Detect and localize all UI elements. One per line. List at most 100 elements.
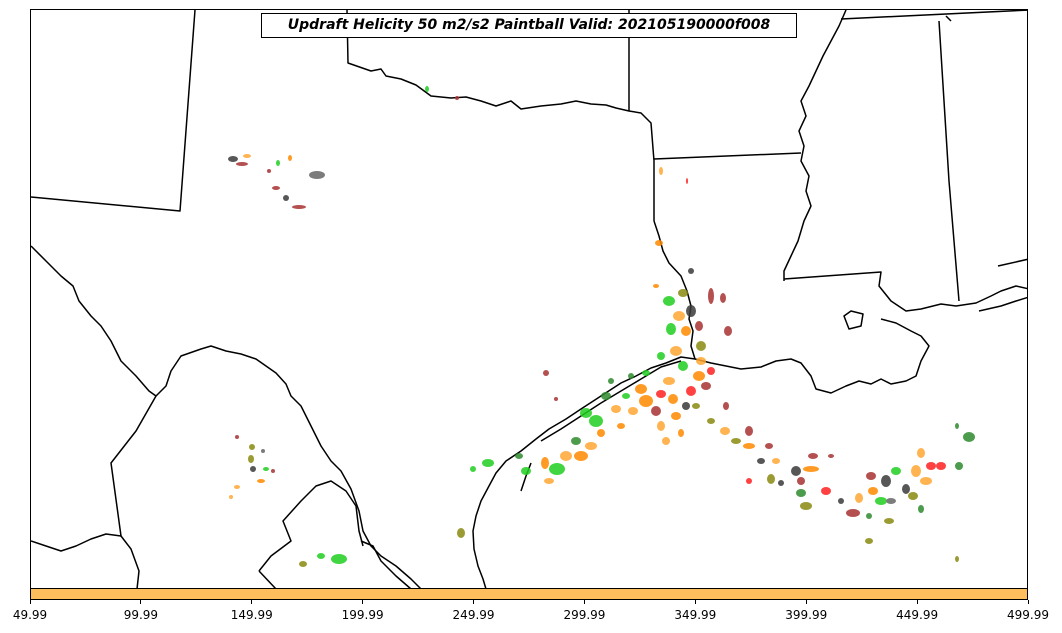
paintball-object [723, 402, 729, 410]
paintball-object [271, 469, 275, 473]
colorbar-tick-mark [140, 600, 142, 604]
paintball-object [757, 458, 765, 464]
paintball-object [767, 474, 775, 484]
paintball-object [696, 357, 706, 365]
paintball-object [659, 167, 663, 175]
boundary-line [997, 258, 1027, 267]
paintball-object [918, 505, 924, 513]
boundary-line [31, 245, 422, 590]
boundary-line [346, 10, 655, 221]
paintball-object [800, 502, 812, 510]
paintball-object [628, 373, 634, 379]
colorbar-tick-label: 399.99 [785, 608, 828, 622]
paintball-object [696, 341, 706, 351]
colorbar-tick-label: 499.99 [1007, 608, 1049, 622]
paintball-object [724, 326, 732, 336]
paintball-object [765, 443, 773, 449]
paintball-object [309, 171, 325, 179]
paintball-objects [228, 86, 975, 567]
colorbar-tick-mark [251, 600, 253, 604]
paintball-object [875, 497, 887, 505]
paintball-object [543, 370, 549, 376]
paintball-object [701, 382, 711, 390]
paintball-object [272, 186, 280, 190]
paintball-object [515, 453, 523, 459]
paintball-object [955, 423, 959, 429]
paintball-object [917, 448, 925, 458]
boundary-line [783, 271, 1027, 312]
paintball-object [846, 509, 860, 517]
paintball-object [249, 444, 255, 450]
paintball-object [331, 554, 347, 564]
paintball-object [662, 437, 670, 445]
paintball-object [292, 205, 306, 209]
paintball-object [589, 415, 603, 427]
colorbar-tick-mark [916, 600, 918, 604]
paintball-object [692, 403, 700, 409]
paintball-object [574, 451, 588, 461]
paintball-object [868, 487, 878, 495]
paintball-object [886, 498, 896, 504]
paintball-object [288, 155, 292, 161]
paintball-object [693, 371, 705, 381]
colorbar-tick-label: 149.99 [230, 608, 273, 622]
paintball-object [243, 154, 251, 158]
paintball-object [482, 459, 494, 467]
boundary-line [258, 570, 277, 590]
paintball-object [642, 370, 650, 376]
coastline [520, 462, 532, 492]
paintball-object [234, 485, 240, 489]
paintball-object [682, 402, 690, 410]
paintball-object [276, 160, 280, 166]
paintball-object [635, 384, 647, 394]
colorbar-tick-mark [29, 600, 31, 604]
paintball-object [746, 478, 752, 484]
coastline [540, 360, 682, 442]
paintball-object [707, 367, 715, 375]
paintball-object [457, 528, 465, 538]
paintball-object [597, 429, 605, 437]
paintball-object [796, 489, 806, 497]
paintball-object [731, 438, 741, 444]
paintball-object [639, 395, 653, 407]
paintball-object [228, 156, 238, 162]
colorbar-tick-mark [583, 600, 585, 604]
boundary-line [653, 152, 802, 160]
paintball-object [920, 477, 932, 485]
paintball-object [560, 451, 572, 461]
paintball-object [673, 311, 685, 321]
colorbar-tick-label: 449.99 [896, 608, 939, 622]
paintball-object [248, 455, 254, 463]
paintball-object [283, 195, 289, 201]
paintball-object [866, 513, 872, 519]
paintball-object [936, 462, 946, 470]
boundary-line [360, 540, 412, 590]
paintball-object [745, 426, 753, 436]
boundary-line [978, 296, 1027, 312]
paintball-object [670, 346, 682, 356]
boundary-line [258, 480, 364, 572]
coastline [694, 318, 930, 394]
boundary-line [938, 20, 960, 302]
map-title: Updraft Helicity 50 m2/s2 Paintball Vali… [261, 13, 797, 38]
paintball-object [425, 86, 429, 92]
paintball-object [299, 561, 307, 567]
colorbar-tick-label: 299.99 [563, 608, 606, 622]
paintball-object [891, 467, 901, 475]
paintball-object [678, 429, 684, 437]
colorbar-tick-mark [362, 600, 364, 604]
paintball-object [585, 442, 597, 450]
paintball-object [668, 394, 678, 404]
paintball-object [707, 418, 715, 424]
paintball-object [686, 178, 688, 184]
paintball-object [549, 463, 565, 475]
boundary-line [120, 535, 140, 590]
colorbar-tick-label: 199.99 [341, 608, 384, 622]
boundary-line [31, 395, 157, 552]
paintball-object [580, 408, 592, 418]
paintball-object [791, 466, 801, 476]
paintball-object [663, 377, 675, 385]
paintball-object [688, 268, 694, 274]
paintball-object [663, 296, 675, 306]
paintball-object [261, 449, 265, 453]
